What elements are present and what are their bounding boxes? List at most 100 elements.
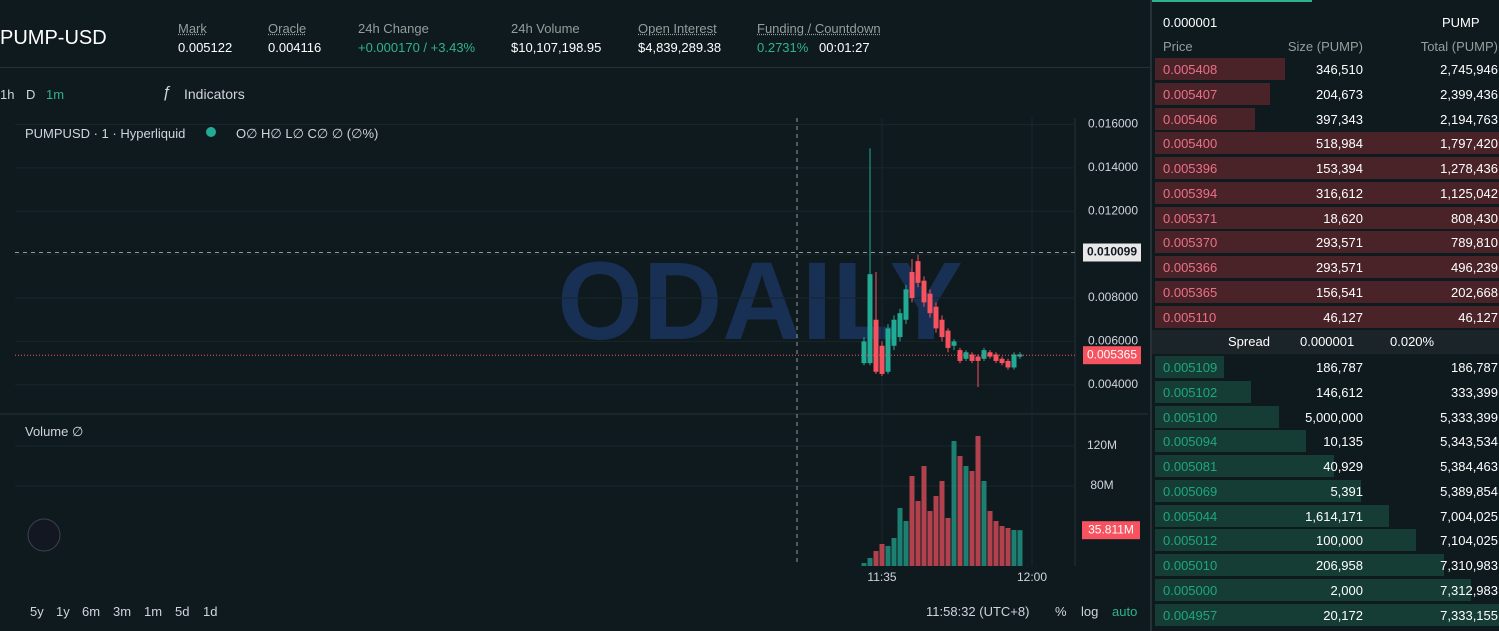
stat-label: Oracle bbox=[268, 21, 307, 36]
depth-bar bbox=[1155, 305, 1499, 328]
orderbook-cell: 496,239 bbox=[1451, 260, 1498, 275]
orderbook-cell: 7,004,025 bbox=[1440, 508, 1498, 524]
log[interactable]: log bbox=[1081, 604, 1099, 619]
range[interactable]: 1m bbox=[144, 604, 163, 619]
range[interactable]: 3m bbox=[113, 604, 132, 619]
range[interactable]: 5d bbox=[175, 604, 190, 619]
stat-label: 24h Change bbox=[358, 21, 429, 36]
interval[interactable]: 1h bbox=[0, 87, 15, 102]
volume-bar bbox=[1011, 530, 1017, 566]
clock: 11:58:32 (UTC+8) bbox=[926, 604, 1030, 619]
orderbook-cell: 7,312,983 bbox=[1440, 582, 1498, 598]
y-tick-label: 0.016000 bbox=[1088, 117, 1138, 131]
volume-bar bbox=[921, 466, 927, 566]
stat-value: 0.005122 bbox=[178, 40, 233, 55]
orderbook-cell: 1,797,420 bbox=[1440, 136, 1498, 152]
orderbook-cell: 0.005110 bbox=[1163, 309, 1217, 325]
depth-bar bbox=[1155, 578, 1472, 601]
orderbook-cell: 0.005109 bbox=[1163, 360, 1218, 375]
orderbook-cell: 40,929 bbox=[1323, 459, 1363, 474]
orderbook-cell: 0.005408 bbox=[1163, 62, 1218, 77]
orderbook-cell: 5,343,534 bbox=[1440, 434, 1498, 450]
tv-logo bbox=[27, 518, 61, 552]
volume-bar bbox=[981, 481, 987, 566]
spread: 0.020% bbox=[1390, 334, 1435, 349]
spread-bg bbox=[1152, 330, 1499, 354]
orderbook-cell: 1,278,436 bbox=[1440, 161, 1498, 176]
volume-bar bbox=[993, 521, 999, 566]
depth-bar bbox=[1155, 231, 1499, 254]
orderbook-cell: 5,389,854 bbox=[1440, 483, 1498, 499]
last-price-label: 0.005365 bbox=[1087, 347, 1137, 361]
asset[interactable]: PUMP bbox=[1442, 15, 1480, 30]
orderbook-cell: 5,333,399 bbox=[1440, 409, 1498, 425]
volume-bar bbox=[945, 518, 951, 566]
volume-bar bbox=[951, 441, 957, 566]
candle-body bbox=[909, 272, 915, 299]
symbol[interactable]: PUMP-USD bbox=[0, 27, 107, 49]
orderbook-cell: 2,000 bbox=[1330, 582, 1363, 598]
candle-body bbox=[885, 328, 891, 372]
stat-label: Mark bbox=[178, 21, 207, 36]
candle-body bbox=[861, 341, 867, 364]
range[interactable]: 6m bbox=[82, 604, 101, 619]
orderbook-cell: 293,571 bbox=[1316, 260, 1363, 275]
orderbook-cell: 0.005012 bbox=[1163, 533, 1218, 549]
spread: 0.000001 bbox=[1300, 334, 1355, 349]
volume-bar bbox=[879, 544, 885, 566]
legend-ohlc: O∅ H∅ L∅ C∅ ∅ (∅%) bbox=[236, 126, 379, 141]
depth-bar bbox=[1155, 529, 1417, 552]
orderbook-cell: 20,172 bbox=[1323, 607, 1363, 623]
orderbook-cell: 206,958 bbox=[1316, 558, 1363, 573]
orderbook-cell: 316,612 bbox=[1316, 185, 1363, 201]
orderbook-cell: 0.005406 bbox=[1163, 111, 1218, 127]
volume-bar bbox=[1005, 528, 1011, 566]
interval[interactable]: D bbox=[26, 87, 36, 102]
y-tick-label: 80M bbox=[1090, 478, 1113, 492]
volume-bar bbox=[969, 471, 975, 566]
volume-bar bbox=[987, 511, 993, 566]
volume-bar bbox=[867, 558, 873, 566]
legend-title: PUMPUSD · 1 · Hyperliquid bbox=[25, 126, 186, 141]
volume-bar bbox=[1017, 530, 1023, 566]
indicator-icon[interactable]: ƒ bbox=[162, 84, 171, 101]
range[interactable]: 1d bbox=[203, 604, 218, 619]
divider bbox=[1150, 0, 1152, 631]
spread: Spread bbox=[1228, 334, 1270, 349]
tick-size[interactable]: 0.000001 bbox=[1163, 15, 1218, 30]
orderbook-cell: 5,391 bbox=[1330, 483, 1363, 499]
orderbook-cell: 146,612 bbox=[1316, 384, 1363, 400]
volume-bar bbox=[891, 538, 897, 566]
interval[interactable]: 1m bbox=[46, 87, 65, 102]
depth-bar bbox=[1155, 504, 1389, 527]
candle-body bbox=[1011, 354, 1017, 368]
candle-body bbox=[951, 341, 957, 346]
orderbook-cell: 5,384,463 bbox=[1440, 459, 1498, 474]
stat-extra: 00:01:27 bbox=[819, 40, 870, 55]
candle-body bbox=[939, 319, 945, 338]
stat-value: $4,839,289.38 bbox=[638, 40, 722, 55]
orderbook-cell: 1,614,171 bbox=[1305, 508, 1363, 524]
orderbook-cell: 2,745,946 bbox=[1440, 62, 1498, 77]
candle-body bbox=[879, 345, 885, 374]
candle-body bbox=[897, 313, 903, 338]
percent[interactable]: % bbox=[1055, 604, 1067, 619]
volume-bar bbox=[903, 521, 909, 566]
volume-bar bbox=[861, 563, 867, 566]
range[interactable]: 5y bbox=[30, 604, 44, 619]
orderbook-cell: 0.005366 bbox=[1163, 260, 1218, 275]
volume-label: 35.811M bbox=[1088, 522, 1134, 536]
orderbook-cell: 397,343 bbox=[1316, 111, 1363, 127]
last-price-bg bbox=[1083, 346, 1141, 365]
orderbook-cell: 0.005081 bbox=[1163, 459, 1218, 474]
volume-bar bbox=[873, 551, 879, 566]
indicators[interactable]: Indicators bbox=[184, 86, 245, 102]
candle-body bbox=[987, 352, 993, 357]
orderbook-cell: 7,333,155 bbox=[1440, 607, 1498, 623]
orderbook-cell: 0.005400 bbox=[1163, 136, 1218, 152]
crosshair-label-bg bbox=[1083, 243, 1141, 262]
orderbook-cell: 0.005100 bbox=[1163, 409, 1218, 425]
depth-bar bbox=[1155, 181, 1499, 204]
range[interactable]: 1y bbox=[56, 604, 70, 619]
auto[interactable]: auto bbox=[1112, 604, 1138, 619]
